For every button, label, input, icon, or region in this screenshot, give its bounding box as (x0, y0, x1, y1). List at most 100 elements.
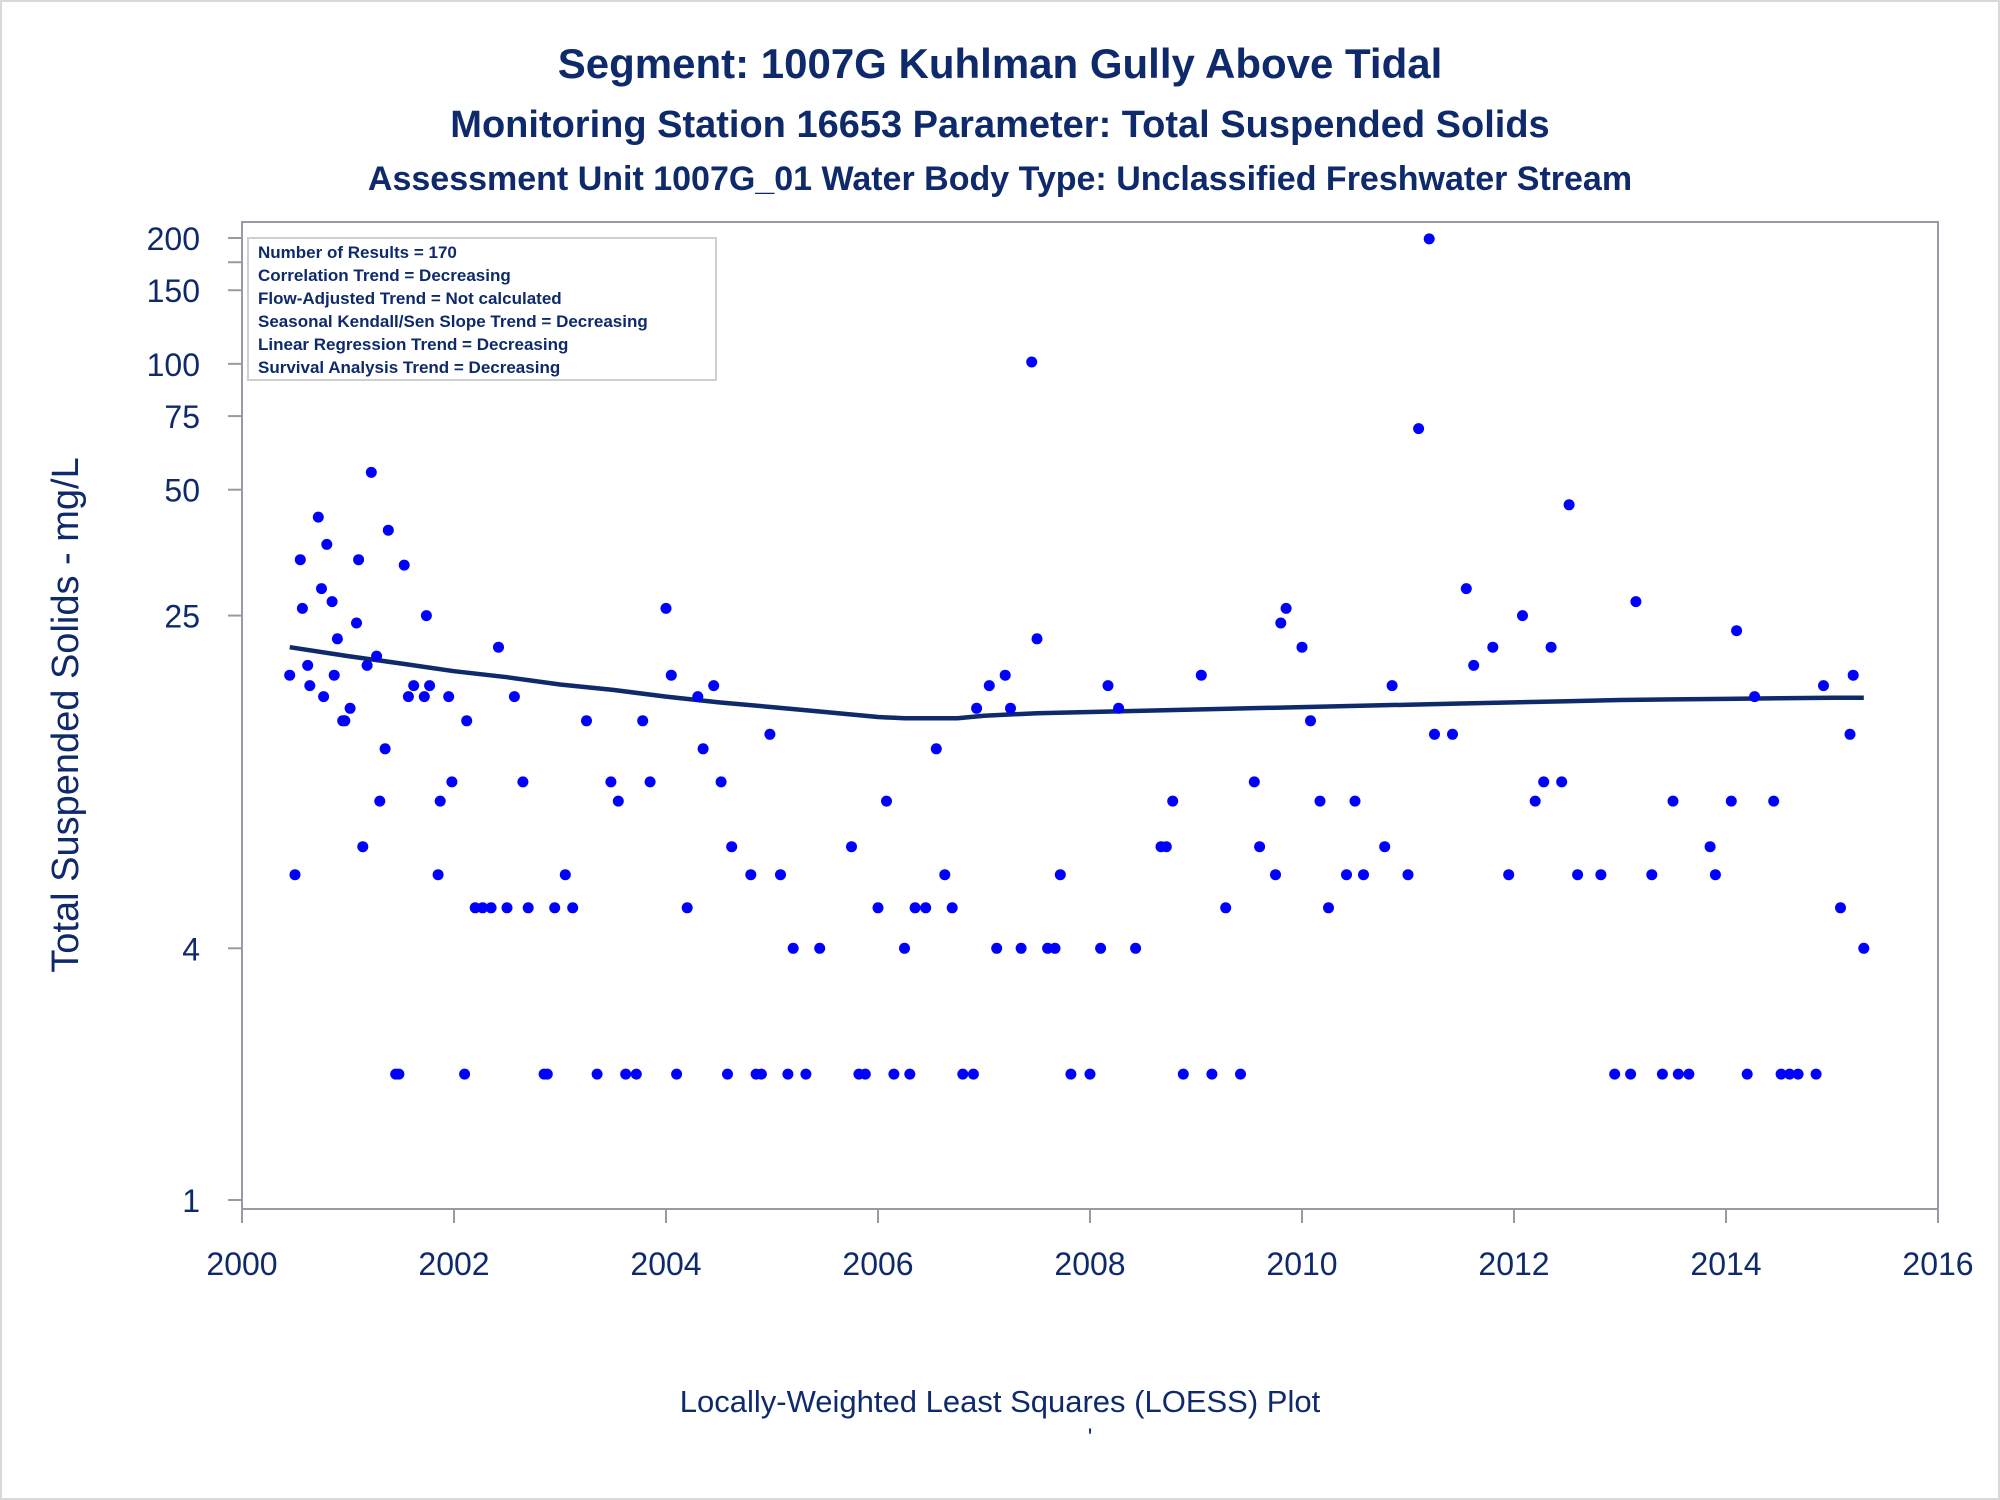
data-point (637, 715, 649, 727)
data-point (859, 1068, 871, 1080)
data-point (1095, 942, 1107, 954)
data-point (328, 669, 340, 681)
stats-line-flow-adjusted: Flow-Adjusted Trend = Not calculated (258, 289, 562, 308)
data-point (312, 511, 324, 523)
data-point (1844, 728, 1856, 740)
data-point (304, 680, 316, 692)
data-point (1517, 610, 1528, 622)
data-point (1609, 1068, 1621, 1080)
y-axis: 1 4 25 50 75 100 150 200 (147, 221, 242, 1219)
data-point (1167, 795, 1179, 807)
stats-line-survival-analysis: Survival Analysis Trend = Decreasing (258, 358, 560, 377)
data-point (302, 659, 314, 671)
y-tick-label: 1 (182, 1183, 200, 1219)
data-point (1026, 356, 1038, 368)
data-point (1810, 1068, 1822, 1080)
data-point (1704, 841, 1716, 853)
data-point (991, 942, 1003, 954)
data-point (357, 841, 369, 853)
data-point (581, 715, 592, 727)
y-tick-label: 50 (164, 473, 200, 509)
data-point (715, 776, 727, 788)
data-point (1049, 942, 1061, 954)
data-point (1379, 841, 1391, 853)
data-point (1084, 1068, 1096, 1080)
y-tick-label: 75 (164, 399, 200, 435)
data-point (1270, 869, 1281, 881)
data-point (1054, 869, 1066, 881)
data-point (591, 1068, 603, 1080)
data-point (1206, 1068, 1218, 1080)
data-point (1065, 1068, 1077, 1080)
stats-legend-box: Number of Results = 170 Correlation Tren… (247, 237, 717, 381)
x-tick-label: 2000 (206, 1246, 277, 1282)
data-point (1280, 602, 1292, 614)
data-point (930, 743, 942, 755)
data-point (1031, 633, 1043, 645)
data-point (920, 902, 932, 914)
data-point (1725, 795, 1737, 807)
data-point (1818, 680, 1829, 692)
data-point (1656, 1068, 1668, 1080)
data-point (432, 869, 444, 881)
data-point (775, 869, 786, 881)
data-point (612, 795, 624, 807)
data-point (620, 1068, 632, 1080)
data-point (559, 869, 571, 881)
data-point (402, 691, 414, 703)
data-point (289, 869, 301, 881)
y-axis-label: Total Suspended Solids - mg/L (45, 457, 87, 972)
data-point (1858, 942, 1870, 954)
data-point (888, 1068, 900, 1080)
stats-line-linear-regression: Linear Regression Trend = Decreasing (258, 335, 568, 354)
data-point (1447, 728, 1458, 740)
data-point (339, 715, 351, 727)
data-point (351, 617, 362, 629)
data-point (1792, 1068, 1804, 1080)
data-point (1429, 728, 1440, 740)
data-point (971, 702, 983, 714)
y-tick-label: 25 (164, 599, 200, 635)
data-point (1468, 659, 1480, 671)
data-point (726, 841, 738, 853)
data-point (508, 691, 520, 703)
x-tick-label: 2008 (1054, 1246, 1125, 1282)
data-point (459, 1068, 471, 1080)
data-point (1731, 625, 1743, 637)
points-layer (284, 233, 1870, 1080)
data-point (1625, 1068, 1637, 1080)
data-point (501, 902, 513, 914)
data-point (1572, 869, 1584, 881)
data-point (1358, 869, 1369, 881)
data-point (1015, 942, 1027, 954)
data-point (1545, 641, 1557, 653)
data-point (331, 633, 343, 645)
data-point (321, 538, 333, 550)
data-point (461, 715, 473, 727)
data-point (393, 1068, 405, 1080)
data-point (605, 776, 617, 788)
x-tick-label: 2016 (1902, 1246, 1973, 1282)
data-point (1563, 499, 1575, 511)
data-point (1386, 680, 1398, 692)
data-point (316, 583, 327, 595)
data-point (814, 942, 826, 954)
x-tick-label: 2006 (842, 1246, 913, 1282)
data-point (1113, 702, 1125, 714)
y-tick-label: 4 (182, 931, 200, 967)
data-point (1323, 902, 1334, 914)
data-point (1402, 869, 1414, 881)
chart-title: Segment: 1007G Kuhlman Gully Above Tidal (558, 40, 1443, 87)
stats-legend-border (247, 237, 717, 381)
data-point (485, 902, 497, 914)
data-point (644, 776, 656, 788)
data-point (1672, 1068, 1684, 1080)
chart-subtitle-station: Monitoring Station 16653 Parameter: Tota… (450, 104, 1549, 146)
data-point (1254, 841, 1266, 853)
data-point (1235, 1068, 1246, 1080)
loess-curve (289, 644, 1864, 721)
data-point (1220, 902, 1232, 914)
data-point (671, 1068, 683, 1080)
stats-line-correlation: Correlation Trend = Decreasing (258, 266, 511, 285)
data-point (1005, 702, 1016, 714)
